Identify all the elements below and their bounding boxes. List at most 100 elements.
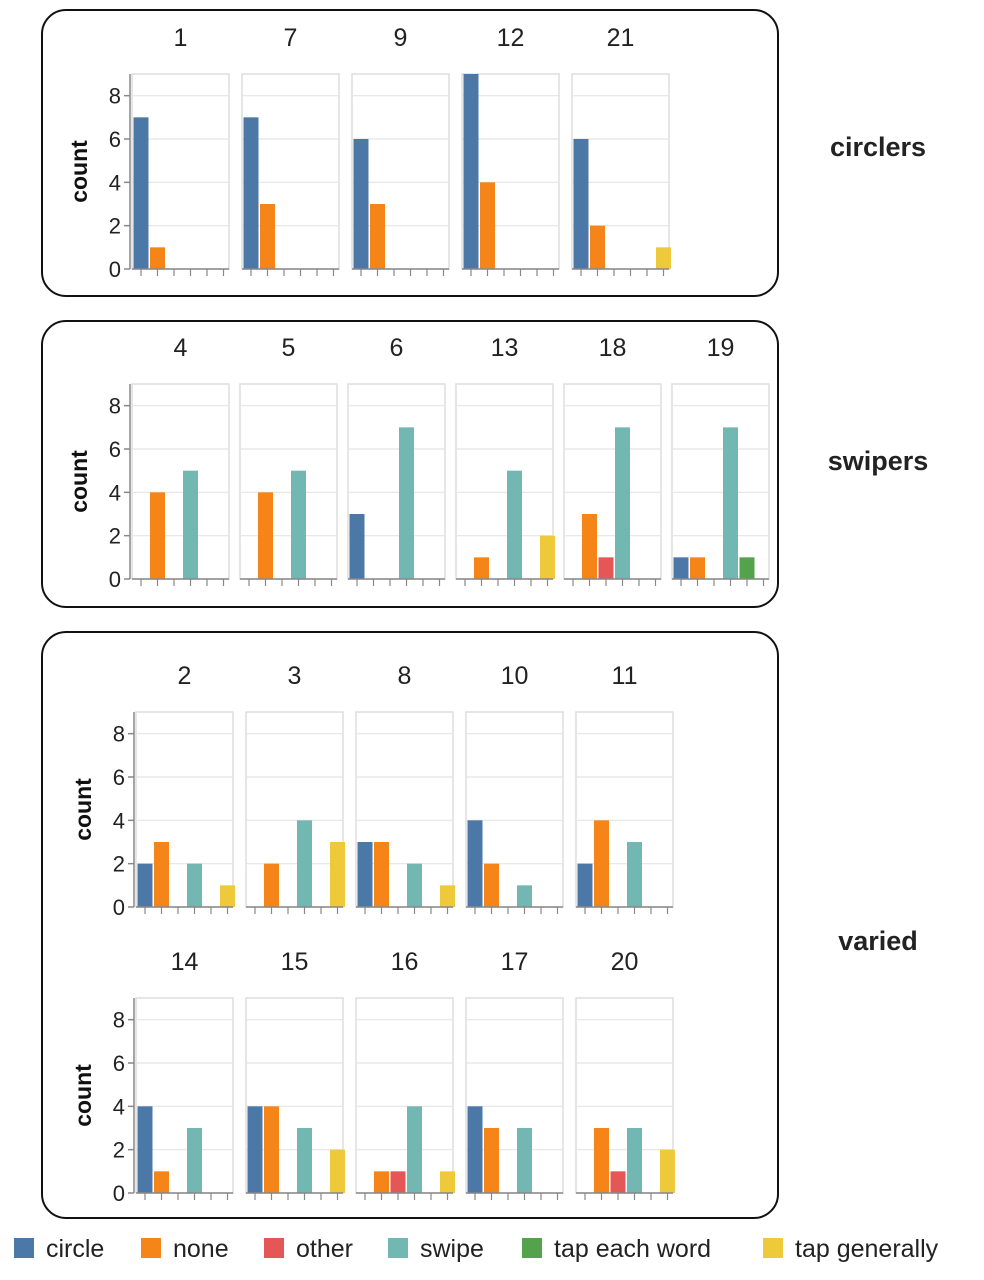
y-tick-label: 8: [113, 1008, 125, 1033]
bar-none: [484, 863, 499, 907]
group-label: varied: [838, 926, 918, 956]
panel-title: 12: [497, 24, 525, 52]
facet-panel-11: 11: [575, 662, 674, 914]
panel-title: 6: [390, 334, 404, 362]
bar-circle: [349, 514, 365, 579]
bar-circle: [137, 863, 153, 907]
legend-item-none: none: [141, 1235, 229, 1263]
facet-panel-6: 6: [347, 334, 446, 586]
legend-swatch: [14, 1238, 34, 1258]
group-border: [41, 9, 779, 297]
panel-title: 14: [171, 948, 199, 976]
y-axis: 0 2 4 6 8 count: [70, 998, 135, 1206]
y-tick-label: 2: [113, 852, 125, 877]
facet-panel-14: 14: [135, 948, 234, 1200]
facet-panel-3: 3: [245, 662, 345, 914]
bar-swipe: [627, 842, 642, 907]
facet-panel-8: 8: [355, 662, 455, 914]
bar-tap-generally: [330, 1149, 345, 1193]
bar-none: [264, 863, 279, 907]
panel-title: 8: [398, 662, 412, 690]
legend-label: tap generally: [795, 1235, 939, 1263]
panel-title: 2: [178, 662, 192, 690]
y-axis: 0 2 4 6 8 count: [70, 712, 135, 920]
bar-none: [480, 182, 495, 269]
bar-none: [690, 557, 705, 579]
bar-circle: [243, 117, 259, 269]
panel-title: 7: [284, 24, 298, 52]
y-tick-label: 8: [113, 722, 125, 747]
bar-none: [590, 225, 605, 269]
facet-panel-16: 16: [355, 948, 455, 1200]
bar-swipe: [291, 470, 306, 579]
bar-circle: [133, 117, 149, 269]
panel-title: 20: [611, 948, 639, 976]
bar-tap-generally: [220, 885, 235, 907]
bar-none: [484, 1128, 499, 1193]
panel-frame: [131, 383, 230, 580]
bar-circle: [357, 842, 373, 907]
panel-title: 19: [707, 334, 735, 362]
bar-none: [374, 842, 389, 907]
facet-panel-5: 5: [239, 334, 338, 586]
facet-group-varied: varied 0 2 4 6 8 count 2 3 8 10 11 0 2 4 6 8 count 14 15 16 1…: [41, 631, 918, 1219]
panel-frame: [355, 997, 454, 1194]
y-tick-label: 2: [109, 214, 121, 239]
bar-tap-generally: [440, 1171, 455, 1193]
bar-none: [150, 247, 165, 269]
bar-none: [154, 1171, 169, 1193]
bar-circle: [573, 139, 589, 269]
bar-other: [610, 1171, 626, 1193]
bar-circle: [467, 1106, 483, 1193]
group-border: [41, 320, 779, 608]
panel-title: 1: [174, 24, 188, 52]
y-axis-title: count: [66, 450, 92, 513]
legend-label: other: [296, 1235, 353, 1263]
bar-none: [150, 492, 165, 579]
legend-item-circle: circle: [14, 1235, 104, 1263]
bar-tap-each-word: [739, 557, 755, 579]
facet-panel-4: 4: [131, 334, 230, 586]
legend-swatch: [264, 1238, 284, 1258]
bar-tap-generally: [440, 885, 455, 907]
bar-circle: [577, 863, 593, 907]
facet-panel-9: 9: [351, 24, 450, 276]
panel-frame: [135, 997, 234, 1194]
legend-item-tap-generally: tap generally: [763, 1235, 939, 1263]
bar-swipe: [399, 427, 414, 579]
legend-item-swipe: swipe: [388, 1235, 484, 1263]
y-tick-label: 2: [109, 524, 121, 549]
bar-swipe: [183, 470, 198, 579]
y-tick-label: 6: [113, 1051, 125, 1076]
y-axis-title: count: [70, 778, 96, 841]
bar-none: [594, 820, 609, 907]
bar-other: [390, 1171, 406, 1193]
panel-frame: [671, 383, 770, 580]
y-tick-label: 0: [113, 1181, 125, 1206]
bar-none: [260, 204, 275, 269]
bar-none: [474, 557, 489, 579]
y-tick-label: 0: [109, 257, 121, 282]
facet-panel-18: 18: [563, 334, 662, 586]
bar-tap-generally: [540, 535, 555, 579]
legend-swatch: [763, 1238, 783, 1258]
facet-group-swipers: swipers 0 2 4 6 8 count 4 5 6 13 18 19: [41, 320, 928, 608]
bar-swipe: [517, 885, 532, 907]
group-border: [41, 631, 779, 1219]
facet-panel-19: 19: [671, 334, 770, 586]
bar-swipe: [407, 1106, 422, 1193]
bar-tap-generally: [660, 1149, 675, 1193]
panel-title: 10: [501, 662, 529, 690]
legend-label: tap each word: [554, 1235, 711, 1263]
y-tick-label: 4: [109, 480, 121, 505]
y-axis: 0 2 4 6 8 count: [66, 384, 131, 592]
bar-circle: [247, 1106, 263, 1193]
bar-none: [582, 514, 597, 579]
facet-panel-12: 12: [461, 24, 560, 276]
bar-circle: [467, 820, 483, 907]
bar-swipe: [517, 1128, 532, 1193]
y-tick-label: 0: [109, 567, 121, 592]
group-label: circlers: [830, 132, 926, 162]
y-tick-label: 4: [113, 1094, 125, 1119]
y-tick-label: 2: [113, 1138, 125, 1163]
